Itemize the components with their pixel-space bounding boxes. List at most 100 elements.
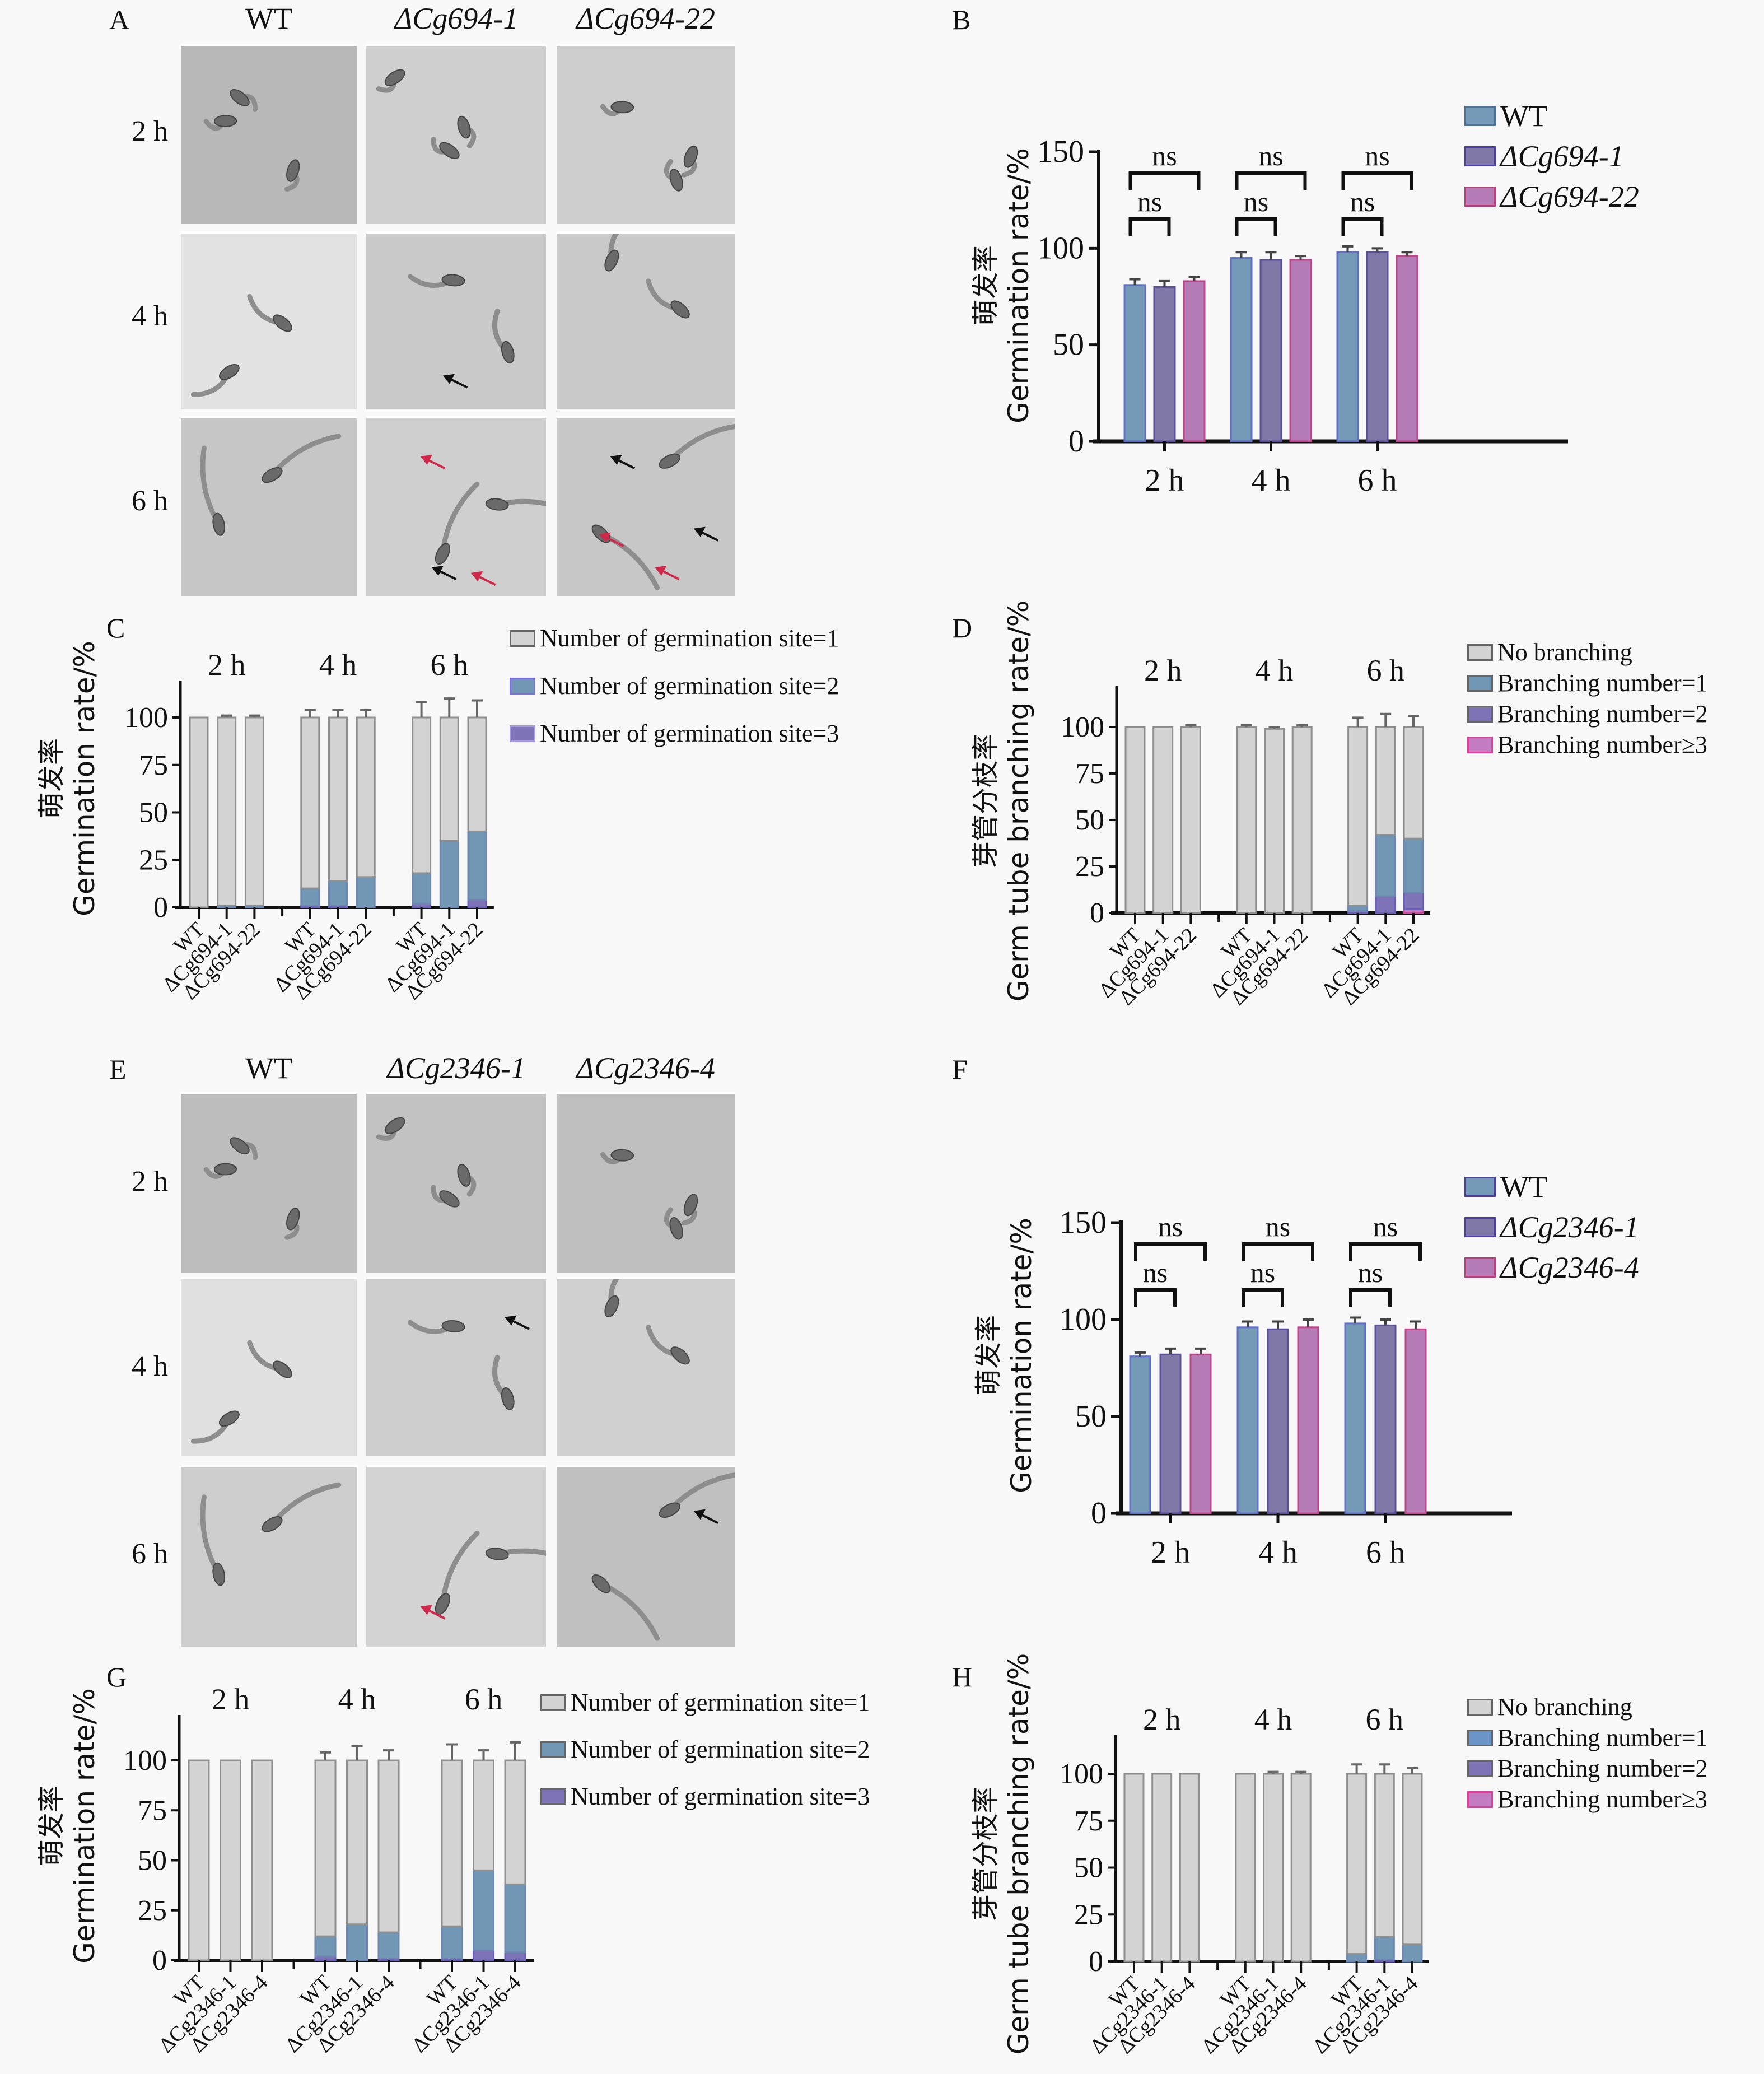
legend-swatch-branch3 [1467,1791,1493,1808]
panel-label-c: C [106,612,125,644]
panel-label-b: B [952,4,971,35]
conidium-shape [439,1190,460,1208]
legend-label: Branching number=2 [1497,700,1708,728]
y-tick-label: 50 [1075,804,1104,836]
panel-e-micrograph [557,1092,735,1273]
group-label: 4 h [338,1682,376,1716]
panel-a-micrograph [366,44,546,224]
panel-a-column-mut1: ΔCg694-1 [394,2,519,35]
conidium-shape [435,543,451,565]
conidium-shape [604,249,619,272]
bar-segment-no-branching [1179,1773,1200,1963]
bar-segment-number-of-germination-site-1 [300,716,320,889]
y-tick-label: 100 [1037,231,1084,265]
bar-segment-number-of-germination-site-1 [251,1759,273,1961]
bar-segment-number-of-germination-site-2 [328,880,348,907]
bar-segment-no-branching [1374,1773,1395,1938]
significance-bracket-outer [1134,1242,1207,1261]
panel-e-micrograph [181,1277,357,1456]
x-tick-label: 2 h [1151,1535,1190,1570]
group-label: 6 h [465,1682,503,1716]
bar-segment-no-branching [1290,1773,1312,1963]
bar--cg2346-1 [1267,1328,1289,1514]
panel-a-column-mut2: ΔCg694-22 [576,2,715,35]
legend-label: Branching number=1 [1497,669,1708,697]
bar--cg2346-4 [1297,1326,1319,1514]
bar-segment-no-branching [1402,1773,1423,1946]
panel-e-micrograph [366,1465,546,1647]
significance-bracket-inner [1349,1288,1392,1307]
legend-swatch-mut1 [1464,1217,1496,1237]
bar-segment-number-of-germination-site-2 [467,830,487,901]
legend-swatch-mut1 [1464,146,1496,166]
conidium-shape [485,498,509,511]
bar--cg694-22 [1289,259,1312,442]
legend-label: Number of germination site=3 [540,720,839,747]
bar-segment-number-of-germination-site-1 [188,1759,210,1961]
conidium-shape [230,1137,250,1155]
group-label: 2 h [1143,1703,1181,1736]
bar-segment-number-of-germination-site-2 [356,876,376,908]
conidium-shape [683,145,698,168]
legend-swatch-wt [1464,106,1496,126]
conidium-shape [230,89,250,106]
bar-segment-number-of-germination-site-2 [504,1883,526,1954]
legend-item-wt: WT [1464,101,1547,131]
panel-e-micrograph [557,1465,735,1647]
legend-swatch-site1 [510,630,535,647]
conidium-shape [670,300,690,319]
y-tick-label: 0 [1091,1496,1107,1531]
y-tick-label: 0 [152,1945,167,1977]
legend-item-branch3: Branching number≥3 [1467,1787,1707,1812]
significance-bracket-outer [1349,1242,1422,1261]
conidium-shape [669,169,683,192]
y-tick-label: 25 [139,844,168,876]
legend-item-site2: Number of germination site=2 [510,674,839,698]
y-tick-label: 100 [1060,1758,1103,1790]
legend-label: Number of germination site=3 [571,1783,870,1810]
significance-label: ns [1244,186,1268,217]
legend-item-mut2: ΔCg2346-4 [1464,1252,1639,1283]
significance-bracket-inner [1235,217,1277,236]
group-label: 2 h [1144,654,1182,687]
significance-label: ns [1137,186,1162,217]
group-label: 6 h [1367,654,1405,687]
red-arrow-icon [655,565,680,581]
legend-item-wt: WT [1464,1172,1547,1202]
significance-bracket-inner [1242,1288,1284,1307]
legend-label: Number of germination site=1 [540,624,839,652]
bar-segment-number-of-germination-site-1 [441,1759,463,1927]
panel-a-micrograph [181,416,357,596]
bar-segment-number-of-germination-site-1 [356,716,376,878]
panel-e-column-mut2: ΔCg2346-4 [576,1051,715,1085]
panel-e-micrograph [181,1092,357,1273]
conidium-shape [670,1346,690,1365]
panel-e-micrograph [366,1092,546,1273]
group-label: 4 h [1254,1703,1292,1736]
y-tick-label: 50 [1075,1399,1107,1434]
conidium-shape [439,142,460,160]
significance-label: ns [1250,1257,1275,1288]
legend-swatch-wt [1464,1177,1496,1197]
bar-segment-number-of-germination-site-2 [377,1931,400,1959]
conidium-shape [286,159,300,182]
bar-segment-number-of-germination-site-2 [439,840,459,908]
bar-segment-branching-number-1 [1402,1943,1423,1963]
y-tick-label: 50 [1074,1852,1103,1884]
bar-segment-number-of-germination-site-2 [412,872,432,905]
x-tick-label: 6 h [1358,463,1397,498]
legend-label: Number of germination site=1 [571,1689,870,1716]
significance-bracket-outer [1235,171,1307,190]
legend-swatch-site3 [510,725,535,742]
bar-segment-no-branching [1291,726,1313,914]
conidium-shape [457,115,471,139]
y-tick-label: 50 [139,797,168,829]
panel-label-f: F [952,1054,968,1085]
panel-a-micrograph [557,44,735,224]
legend-item-branch0: No branching [1467,640,1632,665]
panel-e-micrograph [181,1465,357,1647]
legend-swatch-branch1 [1467,675,1493,692]
